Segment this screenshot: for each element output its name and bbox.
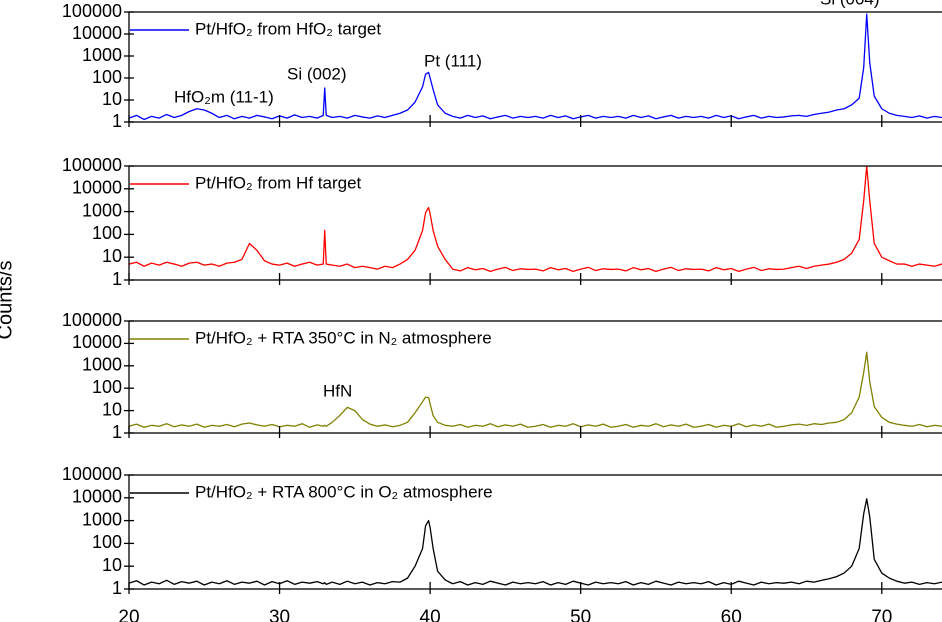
y-tick-label: 100000 bbox=[62, 310, 122, 330]
data-line bbox=[128, 13, 942, 121]
y-tick-label: 100000 bbox=[62, 155, 122, 175]
y-tick-label: 1000 bbox=[82, 355, 122, 375]
y-tick-label: 1000 bbox=[82, 509, 122, 529]
y-tick-label: 1 bbox=[112, 111, 122, 131]
peak-annotation: Si (004) bbox=[820, 0, 880, 8]
panel-frame bbox=[128, 165, 942, 281]
peak-annotation: HfN bbox=[323, 381, 352, 400]
legend-label: Pt/HfO₂ + RTA 350°C in N₂ atmosphere bbox=[195, 328, 492, 347]
y-tick-label: 100 bbox=[92, 377, 122, 397]
panel-frame bbox=[128, 474, 942, 590]
y-tick-label: 100 bbox=[92, 532, 122, 552]
y-tick-label: 10 bbox=[102, 555, 122, 575]
x-tick-label: 50 bbox=[570, 607, 591, 622]
y-axis-label: Counts/s bbox=[0, 261, 16, 340]
data-line bbox=[128, 351, 942, 428]
y-tick-label: 10000 bbox=[72, 332, 122, 352]
y-tick-label: 100000 bbox=[62, 1, 122, 21]
peak-annotation: Pt (111) bbox=[424, 51, 482, 70]
y-tick-label: 10000 bbox=[72, 487, 122, 507]
x-tick-label: 40 bbox=[420, 607, 441, 622]
y-tick-label: 100000 bbox=[62, 464, 122, 484]
data-line bbox=[128, 165, 942, 272]
y-tick-label: 1 bbox=[112, 422, 122, 442]
legend-label: Pt/HfO₂ from HfO₂ target bbox=[195, 19, 381, 38]
y-tick-label: 100 bbox=[92, 67, 122, 87]
peak-annotation: Si (002) bbox=[287, 64, 347, 83]
x-tick-label: 70 bbox=[871, 607, 892, 622]
peak-annotation: HfO₂m (11-1) bbox=[174, 87, 274, 106]
y-tick-label: 1 bbox=[112, 578, 122, 598]
y-tick-label: 1000 bbox=[82, 45, 122, 65]
y-tick-label: 1000 bbox=[82, 200, 122, 220]
y-tick-label: 100 bbox=[92, 223, 122, 243]
legend-label: Pt/HfO₂ + RTA 800°C in O₂ atmosphere bbox=[195, 482, 493, 501]
y-tick-label: 10000 bbox=[72, 23, 122, 43]
panel-frame bbox=[128, 11, 942, 123]
y-tick-label: 10 bbox=[102, 89, 122, 109]
y-tick-label: 10 bbox=[102, 399, 122, 419]
legend-label: Pt/HfO₂ from Hf target bbox=[195, 173, 362, 192]
y-tick-label: 10 bbox=[102, 246, 122, 266]
x-tick-label: 30 bbox=[269, 607, 290, 622]
y-tick-label: 10000 bbox=[72, 178, 122, 198]
x-tick-label: 60 bbox=[721, 607, 742, 622]
data-line bbox=[128, 498, 942, 586]
y-tick-label: 1 bbox=[112, 269, 122, 289]
x-tick-label: 20 bbox=[118, 607, 139, 622]
panel-frame bbox=[128, 320, 942, 434]
